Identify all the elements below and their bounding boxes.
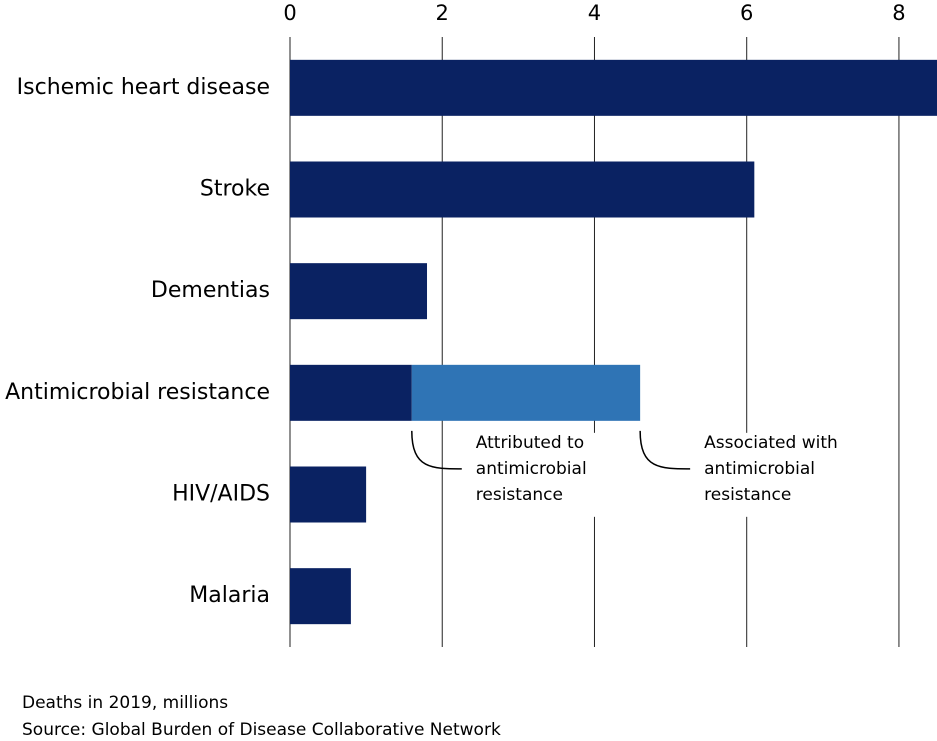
source: Source: Global Burden of Disease Collabo… [22,720,501,740]
grid [289,37,900,647]
annotation-bg [471,432,622,517]
y-tick-label: Antimicrobial resistance [5,380,270,405]
bar [290,568,351,625]
bar [290,466,367,523]
y-tick-label: Stroke [200,177,270,202]
bar [290,263,428,320]
y-tick-label: Malaria [189,583,270,608]
annotation-leader [639,430,691,470]
y-tick-label: Dementias [151,278,270,303]
x-tick-label: 8 [892,1,905,25]
bar [290,59,937,116]
bar [411,364,641,421]
y-tick-label: Ischemic heart disease [17,75,270,100]
annotation-leader [411,430,462,470]
x-tick-label: 0 [283,1,296,25]
legend-label: Attributed to antimicrobial resistance [476,433,587,505]
legend-label: Associated with antimicrobial resistance [704,433,838,505]
bar [290,161,755,218]
annotation-bg [700,432,851,517]
bar [290,364,412,421]
caption: Deaths in 2019, millions [22,693,228,713]
y-tick-label: HIV/AIDS [172,482,270,507]
x-tick-label: 2 [436,1,449,25]
x-tick-label: 6 [740,1,753,25]
x-tick-label: 4 [588,1,601,25]
